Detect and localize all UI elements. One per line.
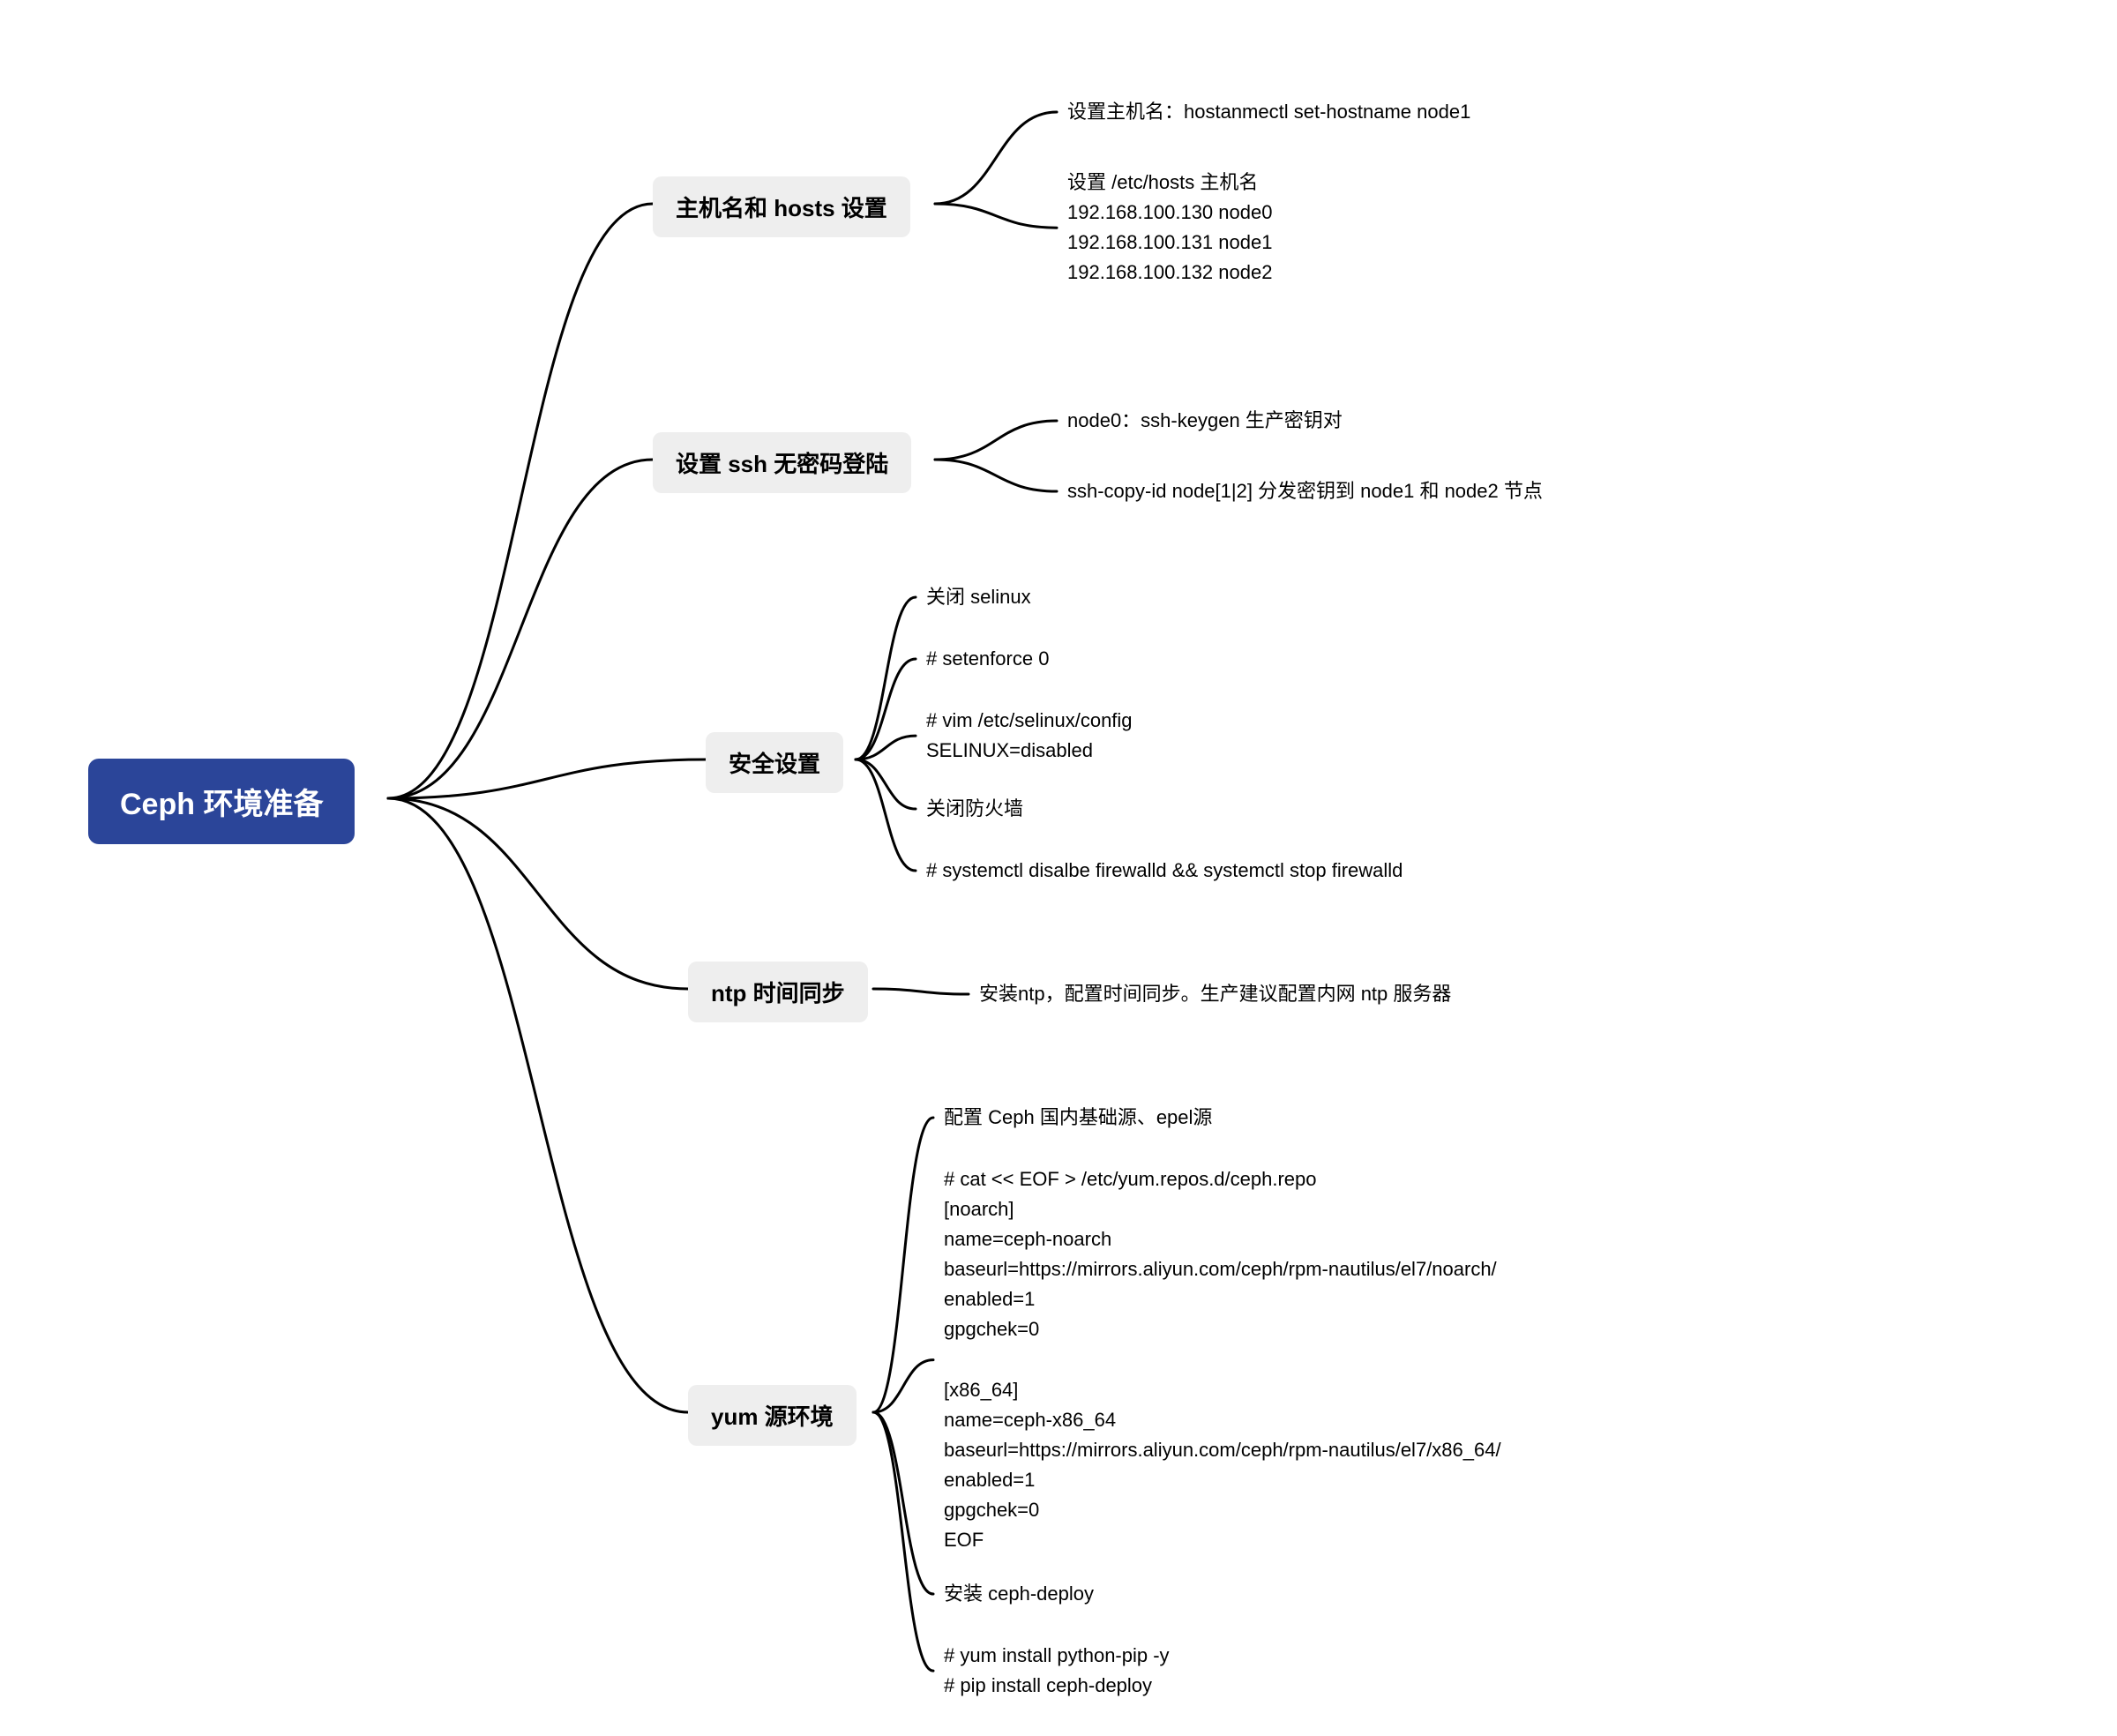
branch-node-b4: ntp 时间同步 [688, 962, 868, 1022]
root-node: Ceph 环境准备 [88, 759, 355, 844]
leaf-node-b3l5: # systemctl disalbe firewalld && systemc… [926, 856, 1403, 886]
leaf-node-b1l1: 设置主机名：hostanmectl set-hostname node1 [1067, 97, 1470, 127]
leaf-node-b2l2: ssh-copy-id node[1|2] 分发密钥到 node1 和 node… [1067, 476, 1543, 506]
branch-node-b3: 安全设置 [706, 732, 843, 793]
leaf-node-b5l2: # cat << EOF > /etc/yum.repos.d/ceph.rep… [944, 1164, 1501, 1555]
leaf-node-b2l1: node0：ssh-keygen 生产密钥对 [1067, 406, 1343, 436]
branch-node-b2: 设置 ssh 无密码登陆 [653, 432, 911, 493]
leaf-node-b5l1: 配置 Ceph 国内基础源、epel源 [944, 1103, 1212, 1133]
leaf-node-b1l2: 设置 /etc/hosts 主机名 192.168.100.130 node0 … [1067, 168, 1272, 288]
leaf-node-b5l3: 安装 ceph-deploy [944, 1579, 1094, 1609]
leaf-node-b3l1: 关闭 selinux [926, 582, 1031, 612]
branch-node-b1: 主机名和 hosts 设置 [653, 176, 910, 237]
leaf-node-b3l2: # setenforce 0 [926, 644, 1049, 674]
leaf-node-b4l1: 安装ntp，配置时间同步。生产建议配置内网 ntp 服务器 [979, 979, 1451, 1009]
leaf-node-b3l3: # vim /etc/selinux/config SELINUX=disabl… [926, 706, 1133, 766]
leaf-node-b5l4: # yum install python-pip -y # pip instal… [944, 1641, 1170, 1701]
branch-node-b5: yum 源环境 [688, 1385, 857, 1446]
leaf-node-b3l4: 关闭防火墙 [926, 794, 1023, 824]
